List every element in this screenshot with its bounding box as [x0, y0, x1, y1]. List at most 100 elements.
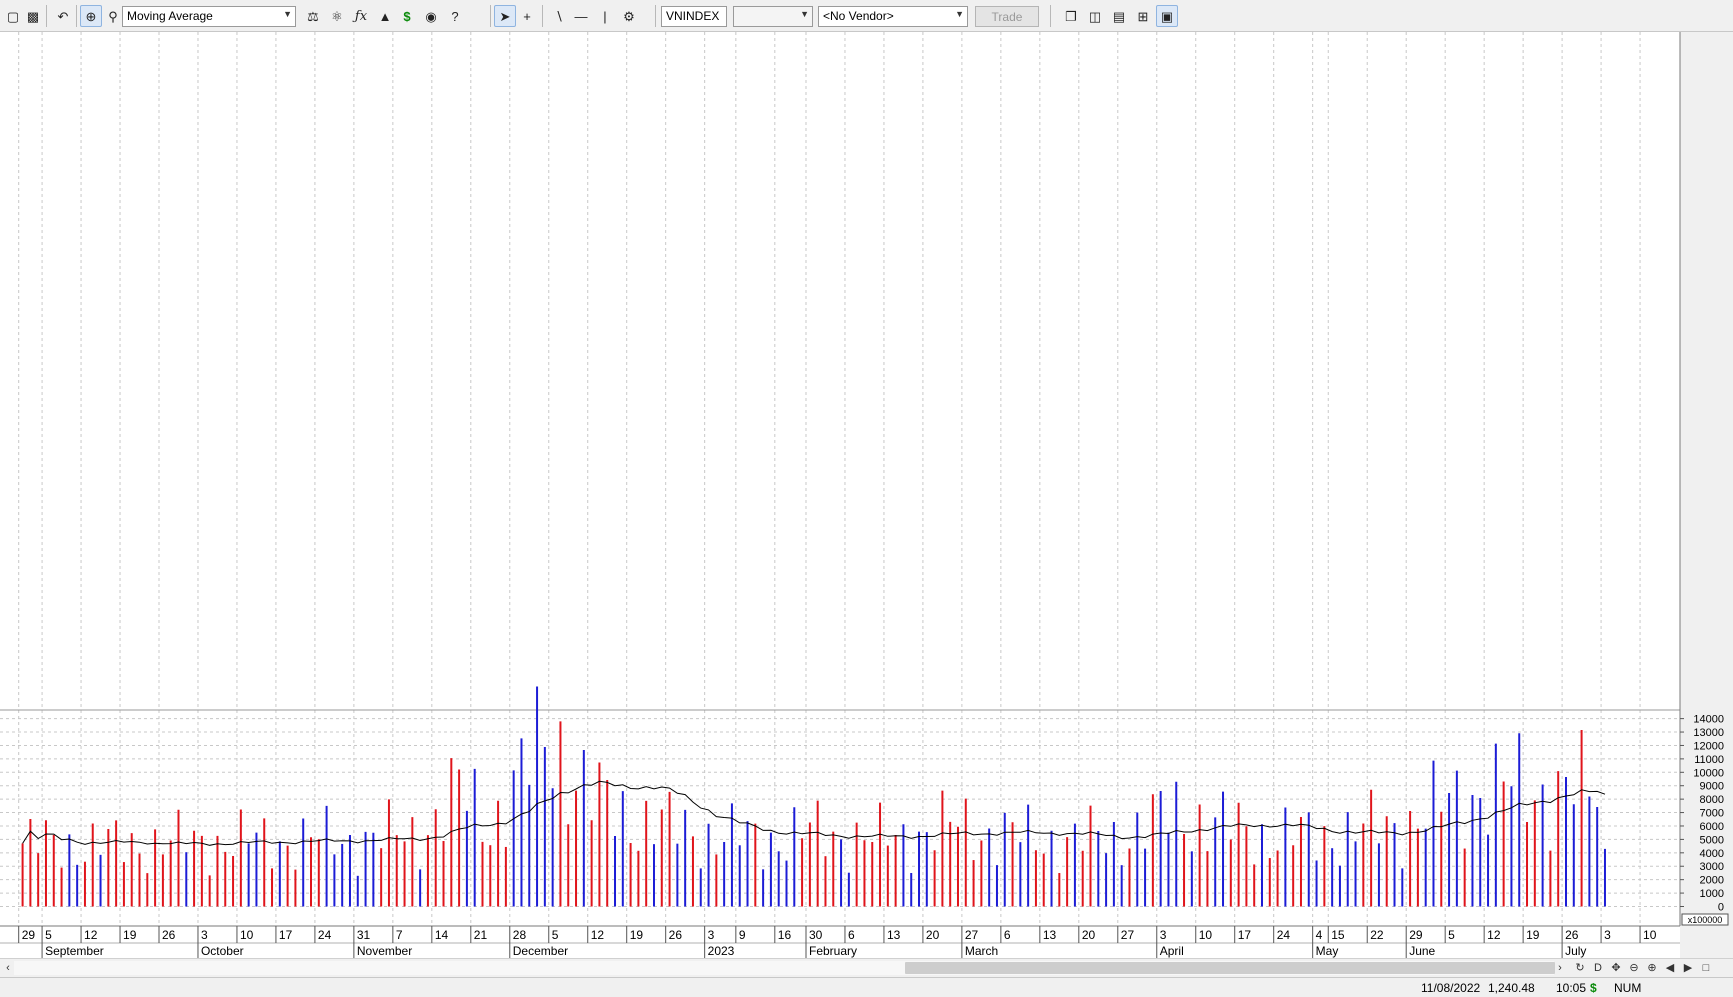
binoculars-icon[interactable]: ◉	[425, 8, 437, 24]
x-tick-label: 17	[1238, 928, 1252, 942]
tools-icon[interactable]: ⚙	[623, 8, 635, 24]
x-tick-label: 15	[1331, 928, 1345, 942]
horizontal-line-icon[interactable]: —	[574, 8, 588, 24]
vol-tick-label: 9000	[1700, 781, 1724, 793]
dollar-icon[interactable]: $	[403, 8, 411, 24]
x-tick-label: 30	[809, 928, 823, 942]
x-tick-label: 20	[1082, 928, 1096, 942]
chevron-right-icon[interactable]: ▶	[1683, 962, 1693, 974]
x-tick-label: 26	[1565, 928, 1579, 942]
vol-tick-label: 10000	[1693, 767, 1724, 779]
scale-icon[interactable]: ⚖	[307, 8, 319, 24]
x-tick-label: 19	[630, 928, 644, 942]
layout-icon[interactable]: ▣	[1156, 5, 1178, 27]
x-tick-label: 7	[396, 928, 403, 942]
volume-panel	[21, 686, 1606, 907]
month-label: March	[965, 944, 998, 958]
symbol-input[interactable]: VNINDEX	[661, 6, 727, 27]
price-chart[interactable]: 8509009501000105011001150120012501300010…	[0, 32, 1733, 958]
triangle-icon[interactable]: ▲	[378, 8, 392, 24]
toolbar-separator	[76, 5, 77, 27]
month-label: April	[1160, 944, 1184, 958]
vol-tick-label: 11000	[1694, 754, 1724, 766]
refresh-icon[interactable]: ↻	[1575, 962, 1585, 974]
chevron-down-icon: ▼	[800, 9, 809, 19]
x-tick-label: 14	[435, 928, 449, 942]
move-icon[interactable]: ✥	[1611, 962, 1621, 974]
target-icon[interactable]: ⊕	[80, 5, 102, 27]
x-tick-label: 17	[279, 928, 293, 942]
axes: 8509009501000105011001150120012501300010…	[0, 32, 1729, 958]
trade-button[interactable]: Trade	[975, 6, 1039, 27]
indicator-select-value: Moving Average	[127, 9, 213, 23]
x-tick-label: 13	[1043, 928, 1057, 942]
vertical-line-icon[interactable]: |	[603, 8, 607, 24]
month-label: June	[1409, 944, 1435, 958]
x-tick-label: 22	[1370, 928, 1384, 942]
tile-horizontal-icon[interactable]: ▤	[1112, 8, 1126, 24]
zoom-icon[interactable]: ⚲	[108, 8, 118, 24]
month-label: July	[1565, 944, 1586, 958]
scroll-thumb[interactable]	[905, 962, 1555, 974]
status-value: 1,240.48	[1488, 981, 1535, 995]
zoom-out-icon[interactable]: ⊖	[1629, 962, 1639, 974]
x-tick-label: 27	[1121, 928, 1135, 942]
x-tick-label: 5	[1448, 928, 1455, 942]
panel-icon[interactable]: □	[1702, 962, 1710, 974]
wizard-icon[interactable]: ⚛	[331, 8, 343, 24]
month-label: February	[809, 944, 857, 958]
x-tick-label: 12	[591, 928, 605, 942]
x-tick-label: 6	[1004, 928, 1011, 942]
function-icon[interactable]: ƒx	[354, 8, 368, 24]
x-tick-label: 12	[1487, 928, 1501, 942]
status-date: 11/08/2022	[1421, 981, 1481, 995]
vol-tick-label: 7000	[1700, 808, 1724, 820]
vol-tick-label: 1000	[1700, 888, 1724, 900]
paste-icon[interactable]: ▩	[26, 8, 40, 24]
x-tick-label: 16	[778, 928, 792, 942]
x-tick-label: 6	[848, 928, 855, 942]
x-tick-label: 24	[1277, 928, 1291, 942]
vol-tick-label: 5000	[1700, 834, 1724, 846]
horizontal-scrollbar[interactable]: ‹ › ↻ D ✥ ⊖ ⊕ ◀ ▶ □	[0, 958, 1733, 976]
x-axis-background	[0, 926, 1680, 958]
tile-grid-icon[interactable]: ⊞	[1137, 8, 1149, 24]
period-select[interactable]: ▼	[733, 6, 813, 27]
d-icon[interactable]: D	[1594, 962, 1602, 974]
status-time: 10:05	[1556, 981, 1587, 995]
vol-tick-label: 2000	[1700, 875, 1724, 887]
scroll-right-icon[interactable]: ›	[1558, 962, 1562, 974]
scroll-left-icon[interactable]: ‹	[6, 962, 10, 974]
x-tick-label: 9	[739, 928, 746, 942]
vol-tick-label: 3000	[1700, 861, 1724, 873]
x-tick-label: 4	[1316, 928, 1323, 942]
month-label: October	[201, 944, 244, 958]
num-lock-indicator: NUM	[1614, 981, 1642, 995]
tile-vertical-icon[interactable]: ◫	[1088, 8, 1102, 24]
x-tick-label: 10	[1199, 928, 1213, 942]
vendor-select[interactable]: <No Vendor> ▼	[818, 6, 968, 27]
x-tick-label: 3	[1604, 928, 1611, 942]
x-tick-label: 10	[1643, 928, 1657, 942]
chevron-left-icon[interactable]: ◀	[1665, 962, 1675, 974]
vol-tick-label: 14000	[1693, 714, 1724, 726]
window-cascade-icon[interactable]: ❐	[1065, 8, 1077, 24]
toolbar: ▢ ▩ ↶ ⊕ ⚲ Moving Average ▼ ⚖ ⚛ ƒx ▲ $ ◉ …	[0, 0, 1733, 32]
vol-tick-label: 13000	[1693, 727, 1724, 739]
vendor-select-value: <No Vendor>	[823, 9, 894, 23]
chevron-down-icon: ▼	[955, 9, 964, 19]
crosshair-icon[interactable]: +	[523, 8, 531, 24]
pointer-icon[interactable]: ➤	[494, 5, 516, 27]
x-tick-label: 24	[318, 928, 332, 942]
x-tick-label: 10	[240, 928, 254, 942]
x-tick-label: 28	[513, 928, 527, 942]
vol-tick-label: 0	[1718, 902, 1724, 914]
chevron-down-icon: ▼	[283, 9, 292, 19]
copy-icon[interactable]: ▢	[6, 8, 20, 24]
trendline-icon[interactable]: ∖	[554, 8, 564, 24]
indicator-select[interactable]: Moving Average ▼	[122, 6, 296, 27]
help-icon[interactable]: ?	[451, 8, 459, 24]
vol-tick-label: 6000	[1700, 821, 1724, 833]
zoom-in-icon[interactable]: ⊕	[1647, 962, 1657, 974]
undo-icon[interactable]: ↶	[57, 8, 69, 24]
